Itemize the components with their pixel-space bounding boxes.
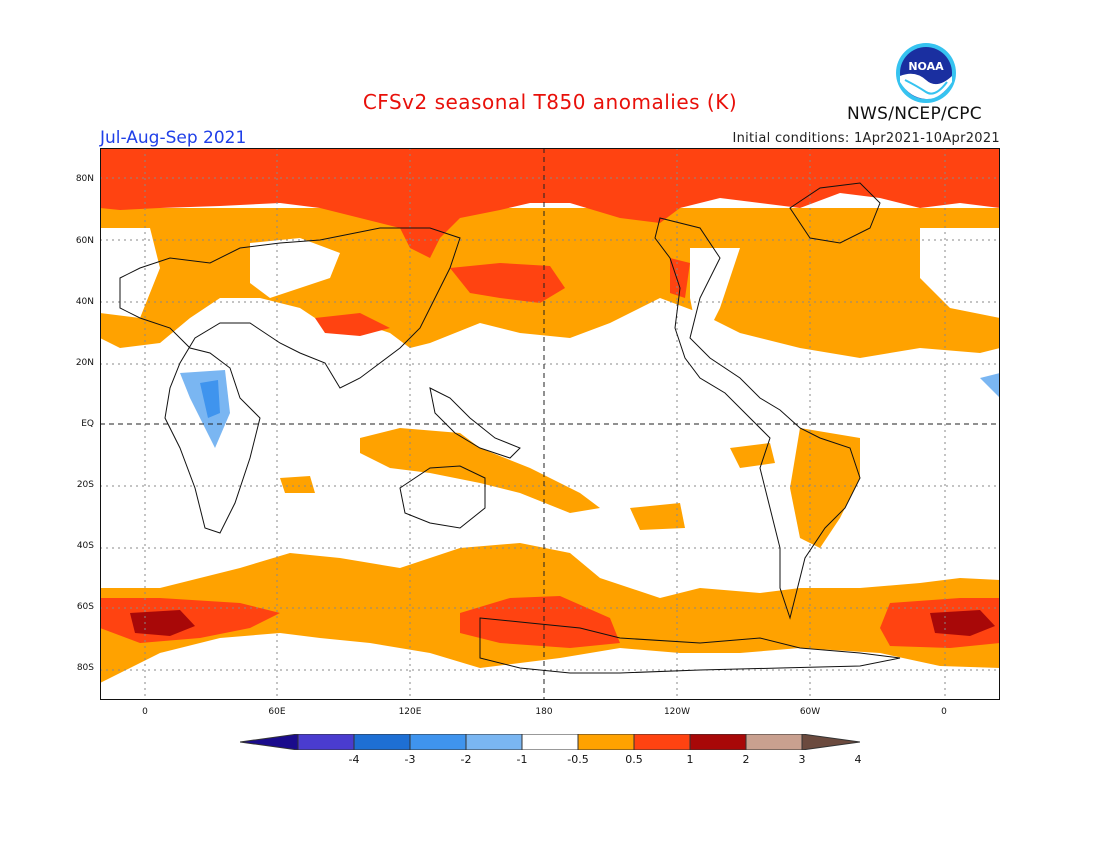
lat-label-40n: 40N <box>75 297 94 307</box>
colorbar-arrow-high <box>801 734 860 750</box>
colorbar-label: 4 <box>854 753 862 766</box>
colorbar-label: 1 <box>686 753 694 766</box>
lat-label-eq: EQ <box>81 419 94 429</box>
colorbar-swatch <box>633 734 691 750</box>
anomaly-region <box>160 643 420 670</box>
lon-label-0: 0 <box>142 707 148 717</box>
anomaly-region <box>200 380 220 418</box>
colorbar-label: 2 <box>742 753 750 766</box>
anomaly-fills <box>100 148 1000 683</box>
reference-lines <box>100 148 1000 700</box>
lon-label-120w: 120W <box>663 707 691 717</box>
anomaly-region <box>315 313 390 336</box>
season-label: Jul-Aug-Sep 2021 <box>100 128 247 148</box>
anomaly-region <box>700 653 860 670</box>
colorbar-swatch <box>409 734 467 750</box>
colorbar-label: -0.5 <box>567 753 589 766</box>
colorbar-swatch <box>745 734 803 750</box>
lat-label-60s: 60S <box>76 602 94 612</box>
anomaly-region <box>930 610 995 636</box>
colorbar-label: -1 <box>516 753 528 766</box>
anomaly-region <box>100 148 1000 258</box>
graticule <box>100 148 1000 700</box>
anomaly-region <box>920 228 1000 318</box>
colorbar-label: -3 <box>404 753 416 766</box>
coastlines <box>119 182 901 674</box>
lat-label-20n: 20N <box>75 358 94 368</box>
noaa-logo-icon: NOAA <box>896 43 956 103</box>
colorbar-swatch <box>689 734 747 750</box>
lon-label-180: 180 <box>535 707 553 717</box>
anomaly-region <box>250 238 340 298</box>
anomaly-region <box>690 248 740 348</box>
anomaly-region <box>130 610 195 636</box>
colorbar-label: -4 <box>348 753 360 766</box>
lat-label-80s: 80S <box>76 663 94 673</box>
anomaly-region <box>360 428 600 513</box>
noaa-logo-text: NOAA <box>908 60 944 73</box>
lat-label-60n: 60N <box>75 236 94 246</box>
anomaly-map <box>100 148 1000 700</box>
anomaly-region <box>460 596 620 648</box>
anomaly-region <box>730 443 775 468</box>
anomaly-region <box>450 263 565 303</box>
anomaly-region <box>670 258 690 298</box>
colorbar-label: -2 <box>460 753 472 766</box>
anomaly-region <box>280 476 315 493</box>
anomaly-region <box>790 428 860 548</box>
agency-label: NWS/NCEP/CPC <box>847 104 982 124</box>
colorbar-swatch <box>521 734 579 750</box>
colorbar-swatch <box>297 734 355 750</box>
lat-label-80n: 80N <box>75 174 94 184</box>
lon-label-120e: 120E <box>398 707 422 717</box>
colorbar-label: 3 <box>798 753 806 766</box>
lon-label-0-right: 0 <box>941 707 947 717</box>
colorbar-swatch <box>577 734 635 750</box>
colorbar-label: 0.5 <box>625 753 643 766</box>
initial-conditions-label: Initial conditions: 1Apr2021-10Apr2021 <box>732 131 1000 146</box>
anomaly-region <box>980 373 1000 398</box>
colorbar <box>240 734 860 750</box>
lon-label-60w: 60W <box>799 707 821 717</box>
colorbar-arrow-low <box>240 734 299 750</box>
colorbar-swatch <box>465 734 523 750</box>
anomaly-region <box>630 503 685 530</box>
chart-title: CFSv2 seasonal T850 anomalies (K) <box>362 90 738 114</box>
lat-label-40s: 40S <box>76 541 94 551</box>
colorbar-swatch <box>353 734 411 750</box>
lon-label-60e: 60E <box>268 707 286 717</box>
lat-label-20s: 20S <box>76 480 94 490</box>
